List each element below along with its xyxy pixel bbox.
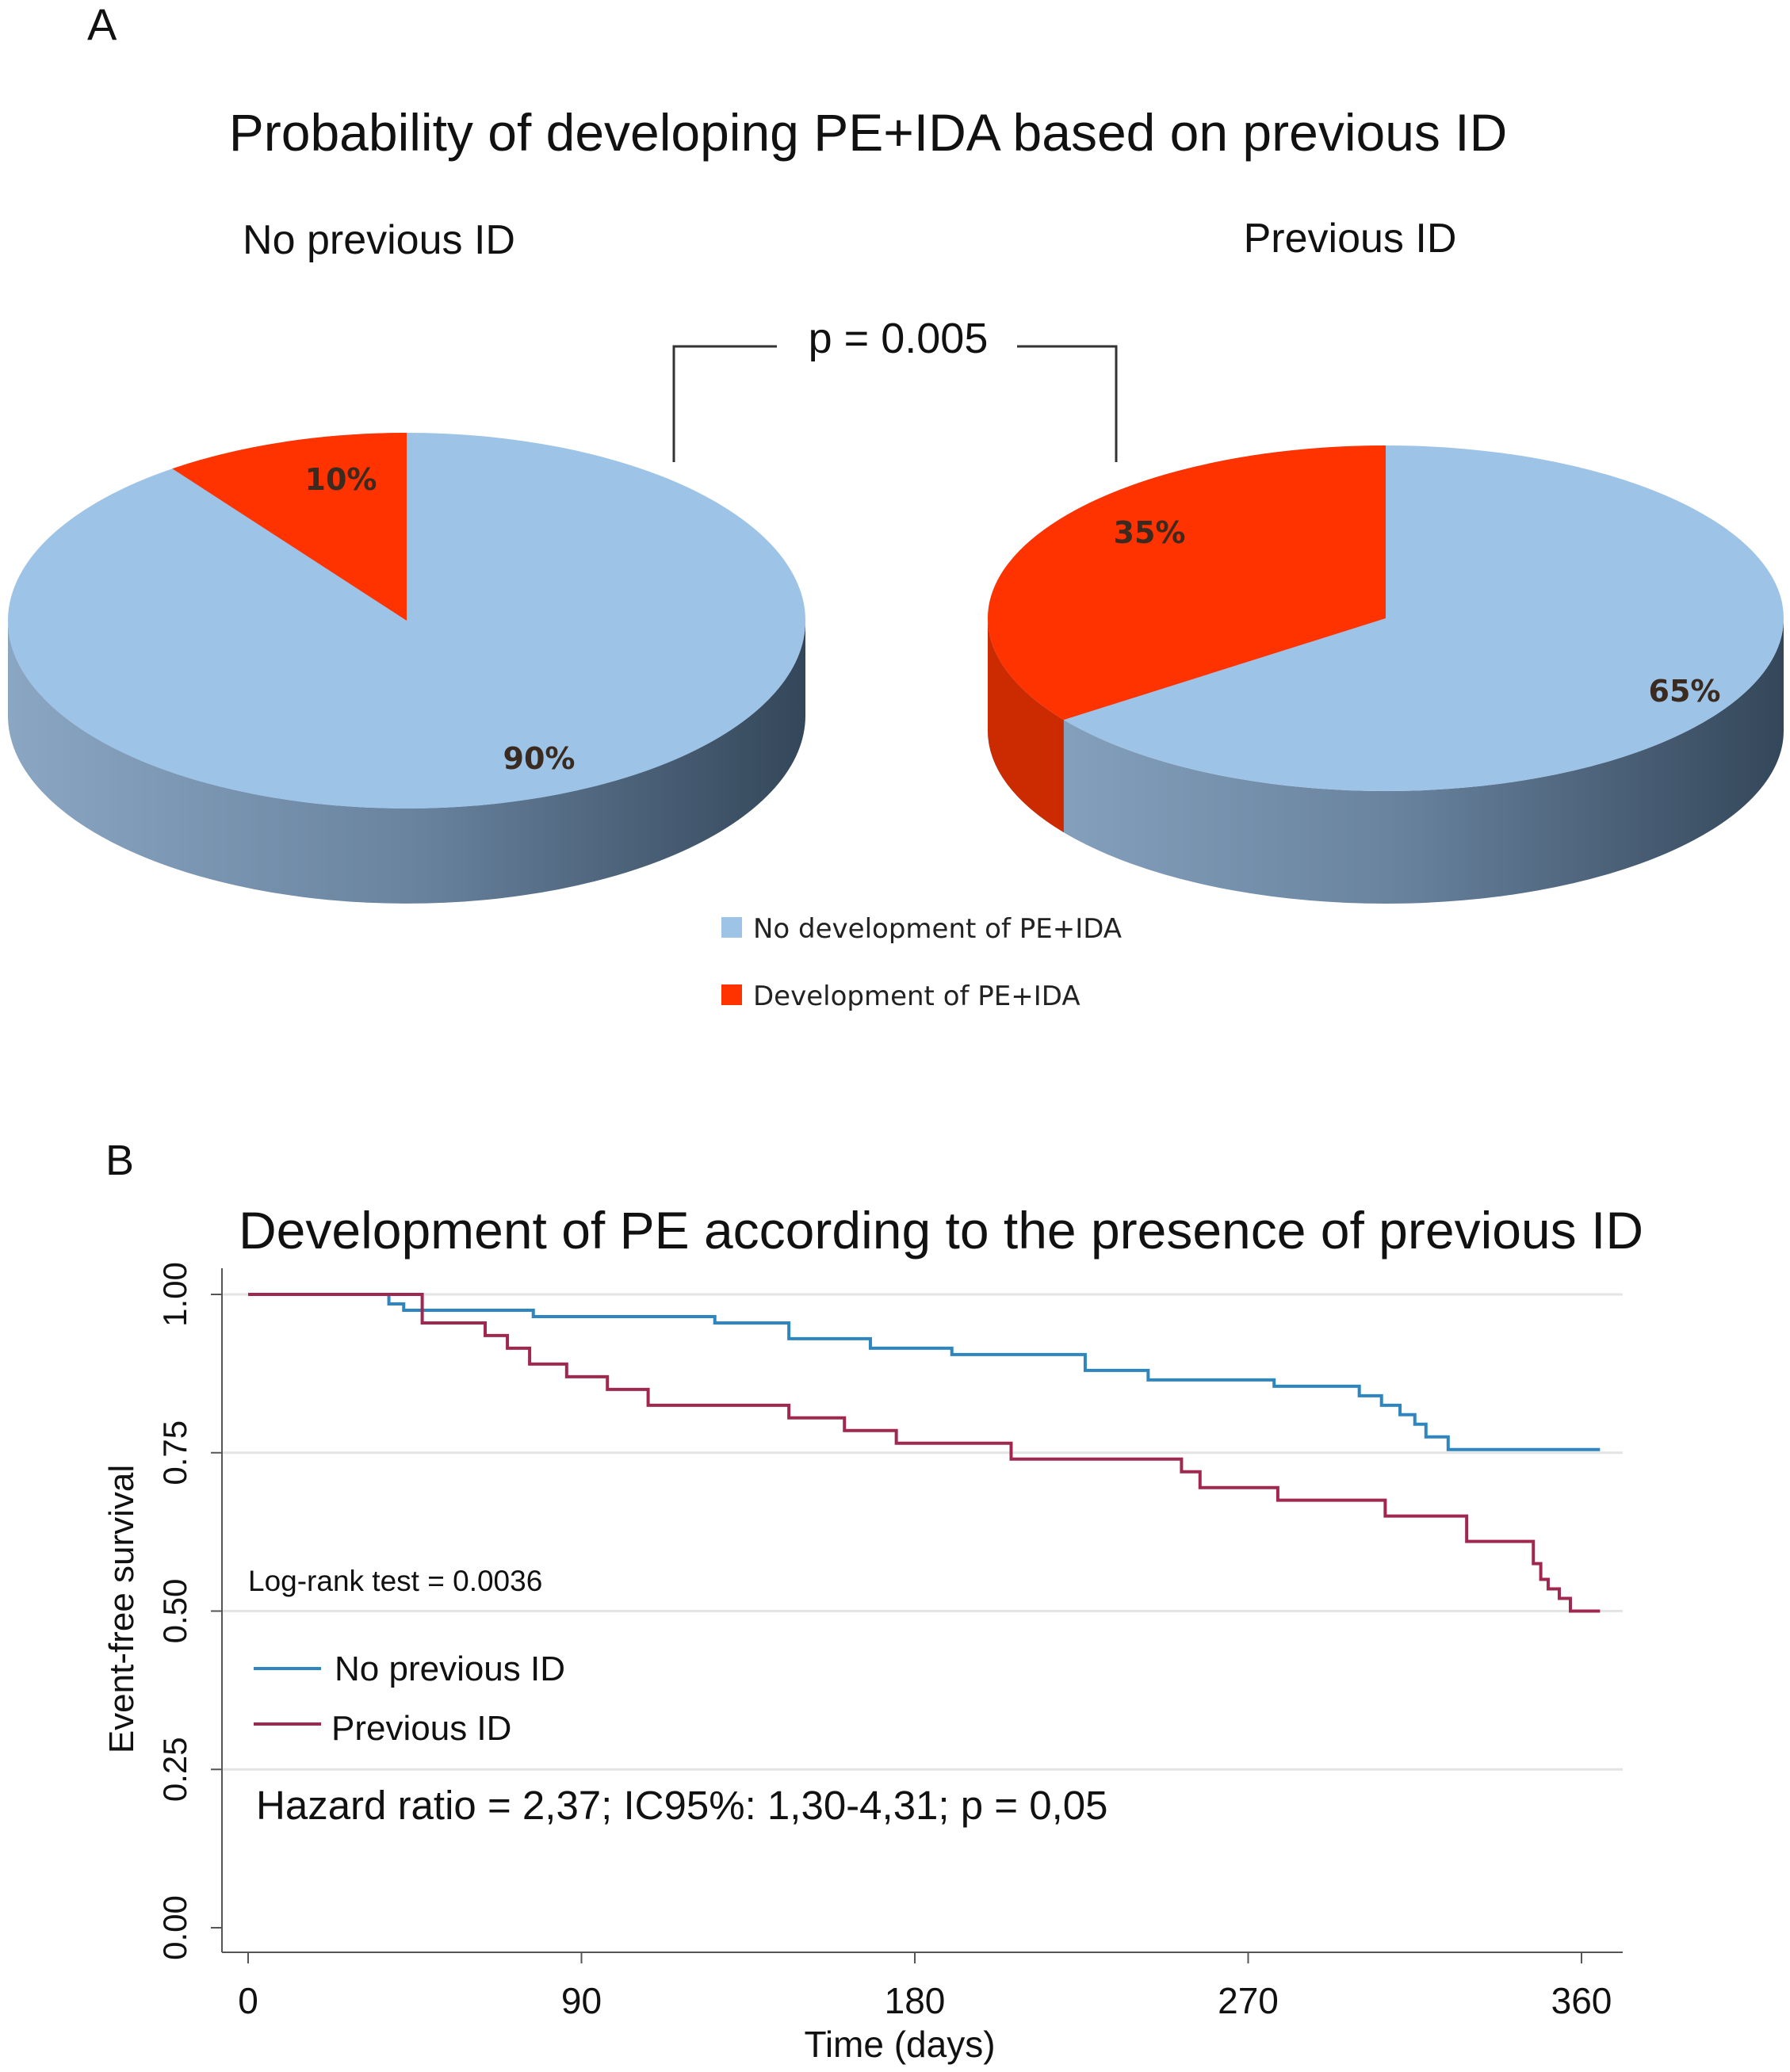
log-rank-annotation: Log-rank test = 0.0036: [248, 1565, 542, 1597]
p-value-bracket: [672, 345, 1118, 462]
pie-right-title: Previous ID: [1244, 216, 1457, 262]
pie-side-development: [988, 618, 1064, 833]
pie-slice-development: [172, 433, 407, 621]
x-tick-label: 0: [238, 1980, 258, 2021]
x-tick-label: 180: [885, 1980, 946, 2021]
km-curve-no-previous-id: [248, 1293, 1601, 1451]
x-tick-label: 90: [561, 1980, 602, 2021]
pie-value-label: 90%: [503, 741, 576, 776]
pie-slice-development: [988, 445, 1386, 721]
km-curve-previous-id: [248, 1293, 1601, 1613]
pie-legend: No development of PE+IDA Development of …: [721, 913, 1122, 1012]
legend-swatch-no-development: [721, 917, 742, 938]
pie-value-label: 10%: [305, 462, 377, 497]
y-tick-label: 0.25: [156, 1737, 193, 1802]
legend-label-development: Development of PE+IDA: [753, 981, 1081, 1012]
y-tick-label: 0.75: [156, 1420, 193, 1485]
y-tick-label: 0.50: [156, 1579, 193, 1644]
panel-label-a: A: [87, 0, 117, 49]
km-legend: No previous ID Previous ID: [254, 1650, 565, 1748]
km-plot: 0.00 0.25 0.50 0.75 1.00 0 90 180 270 360: [156, 1262, 1623, 2021]
legend-swatch-development: [721, 984, 742, 1005]
km-ylabel: Event-free survival: [102, 1465, 141, 1753]
p-value-label: p = 0.005: [809, 315, 989, 362]
km-title: Development of PE according to the prese…: [239, 1201, 1643, 1260]
pie-value-label: 35%: [1114, 515, 1186, 550]
pie-left-title: No previous ID: [243, 217, 515, 263]
pie-side: [988, 618, 1784, 904]
y-tick-label: 1.00: [156, 1262, 193, 1327]
pie-value-label: 65%: [1649, 674, 1721, 709]
hazard-ratio-annotation: Hazard ratio = 2,37; IC95%: 1,30-4,31; p…: [256, 1783, 1108, 1828]
x-tick-label: 270: [1218, 1980, 1279, 2021]
panel-label-b: B: [105, 1137, 134, 1184]
y-tick-label: 0.00: [156, 1895, 193, 1960]
legend-label-no-previous-id: No previous ID: [335, 1650, 565, 1688]
legend-label-previous-id: Previous ID: [331, 1709, 511, 1748]
pie-previous-id: 65% 35%: [988, 445, 1784, 904]
km-xlabel: Time (days): [804, 2024, 995, 2065]
pie-charts: 90% 10% 65% 35%: [8, 433, 1784, 904]
pie-title: Probability of developing PE+IDA based o…: [229, 103, 1508, 162]
pie-no-previous-id: 90% 10%: [8, 433, 805, 904]
legend-label-no-development: No development of PE+IDA: [753, 913, 1122, 945]
pie-side: [8, 621, 805, 904]
x-tick-label: 360: [1551, 1980, 1612, 2021]
